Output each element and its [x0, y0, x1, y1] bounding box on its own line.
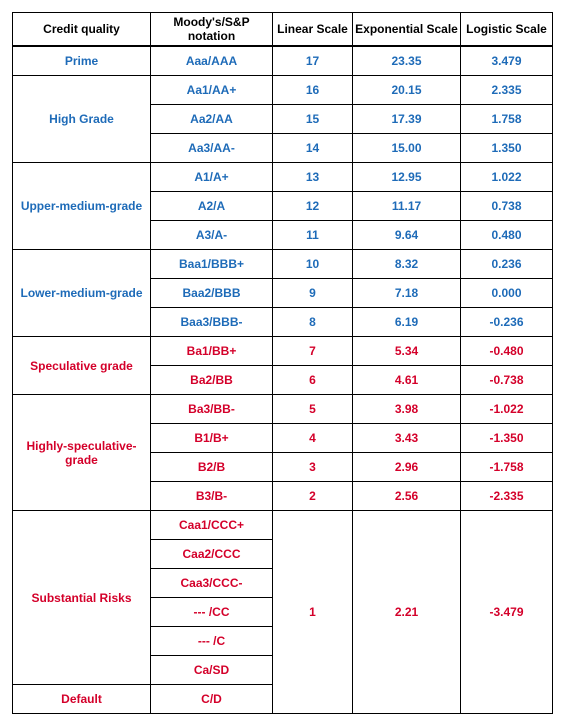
linear-cell: 15 — [273, 105, 353, 134]
exp-cell: 2.56 — [353, 482, 461, 511]
notation-cell: A2/A — [151, 192, 273, 221]
log-cell: -0.480 — [461, 337, 553, 366]
notation-cell: Aaa/AAA — [151, 46, 273, 76]
notation-cell: B2/B — [151, 453, 273, 482]
exp-cell: 12.95 — [353, 163, 461, 192]
log-cell: 1.350 — [461, 134, 553, 163]
linear-cell: 6 — [273, 366, 353, 395]
notation-cell: A1/A+ — [151, 163, 273, 192]
linear-cell: 12 — [273, 192, 353, 221]
notation-cell: C/D — [151, 685, 273, 714]
log-cell: 0.480 — [461, 221, 553, 250]
table-row: Lower-medium-gradeBaa1/BBB+108.320.236 — [13, 250, 553, 279]
linear-cell: 14 — [273, 134, 353, 163]
notation-cell: Caa1/CCC+ — [151, 511, 273, 540]
exp-cell: 9.64 — [353, 221, 461, 250]
notation-cell: A3/A- — [151, 221, 273, 250]
table-header-row: Credit quality Moody's/S&P notation Line… — [13, 13, 553, 47]
col-log-scale: Logistic Scale — [461, 13, 553, 47]
notation-cell: Ba3/BB- — [151, 395, 273, 424]
notation-cell: --- /CC — [151, 598, 273, 627]
linear-cell: 5 — [273, 395, 353, 424]
table-row: Substantial RisksCaa1/CCC+12.21-3.479 — [13, 511, 553, 540]
linear-cell: 3 — [273, 453, 353, 482]
log-cell: -2.335 — [461, 482, 553, 511]
credit-quality-cell: Prime — [13, 46, 151, 76]
linear-cell: 16 — [273, 76, 353, 105]
col-notation: Moody's/S&P notation — [151, 13, 273, 47]
exp-cell: 6.19 — [353, 308, 461, 337]
col-credit-quality: Credit quality — [13, 13, 151, 47]
notation-cell: Baa3/BBB- — [151, 308, 273, 337]
exp-cell: 4.61 — [353, 366, 461, 395]
log-cell: -1.758 — [461, 453, 553, 482]
linear-cell: 9 — [273, 279, 353, 308]
linear-cell: 8 — [273, 308, 353, 337]
notation-cell: Aa1/AA+ — [151, 76, 273, 105]
log-cell: 0.000 — [461, 279, 553, 308]
col-linear-scale: Linear Scale — [273, 13, 353, 47]
exp-cell: 15.00 — [353, 134, 461, 163]
log-cell: -0.738 — [461, 366, 553, 395]
credit-quality-cell: Speculative grade — [13, 337, 151, 395]
notation-cell: B3/B- — [151, 482, 273, 511]
log-cell: -3.479 — [461, 511, 553, 714]
exp-cell: 11.17 — [353, 192, 461, 221]
linear-cell: 17 — [273, 46, 353, 76]
linear-cell: 11 — [273, 221, 353, 250]
col-exp-scale: Exponential Scale — [353, 13, 461, 47]
linear-cell: 7 — [273, 337, 353, 366]
log-cell: 3.479 — [461, 46, 553, 76]
credit-quality-cell: Lower-medium-grade — [13, 250, 151, 337]
table-row: Speculative gradeBa1/BB+75.34-0.480 — [13, 337, 553, 366]
table-row: Highly-speculative-gradeBa3/BB-53.98-1.0… — [13, 395, 553, 424]
log-cell: -1.022 — [461, 395, 553, 424]
credit-quality-cell: Upper-medium-grade — [13, 163, 151, 250]
credit-quality-cell: Highly-speculative-grade — [13, 395, 151, 511]
table-row: High GradeAa1/AA+1620.152.335 — [13, 76, 553, 105]
log-cell: 2.335 — [461, 76, 553, 105]
exp-cell: 5.34 — [353, 337, 461, 366]
credit-quality-cell: Default — [13, 685, 151, 714]
log-cell: 0.236 — [461, 250, 553, 279]
table-row: Upper-medium-gradeA1/A+1312.951.022 — [13, 163, 553, 192]
linear-cell: 13 — [273, 163, 353, 192]
log-cell: -1.350 — [461, 424, 553, 453]
notation-cell: Baa1/BBB+ — [151, 250, 273, 279]
notation-cell: Caa2/CCC — [151, 540, 273, 569]
log-cell: 1.758 — [461, 105, 553, 134]
linear-cell: 2 — [273, 482, 353, 511]
notation-cell: Caa3/CCC- — [151, 569, 273, 598]
notation-cell: B1/B+ — [151, 424, 273, 453]
exp-cell: 23.35 — [353, 46, 461, 76]
linear-cell: 10 — [273, 250, 353, 279]
linear-cell: 4 — [273, 424, 353, 453]
notation-cell: Baa2/BBB — [151, 279, 273, 308]
exp-cell: 17.39 — [353, 105, 461, 134]
log-cell: 1.022 — [461, 163, 553, 192]
notation-cell: Aa2/AA — [151, 105, 273, 134]
exp-cell: 8.32 — [353, 250, 461, 279]
credit-rating-table: Credit quality Moody's/S&P notation Line… — [12, 12, 553, 714]
exp-cell: 20.15 — [353, 76, 461, 105]
exp-cell: 2.21 — [353, 511, 461, 714]
exp-cell: 3.98 — [353, 395, 461, 424]
exp-cell: 7.18 — [353, 279, 461, 308]
notation-cell: --- /C — [151, 627, 273, 656]
notation-cell: Ba2/BB — [151, 366, 273, 395]
notation-cell: Ba1/BB+ — [151, 337, 273, 366]
log-cell: -0.236 — [461, 308, 553, 337]
linear-cell: 1 — [273, 511, 353, 714]
credit-quality-cell: Substantial Risks — [13, 511, 151, 685]
notation-cell: Ca/SD — [151, 656, 273, 685]
table-row: PrimeAaa/AAA1723.353.479 — [13, 46, 553, 76]
notation-cell: Aa3/AA- — [151, 134, 273, 163]
log-cell: 0.738 — [461, 192, 553, 221]
exp-cell: 2.96 — [353, 453, 461, 482]
credit-quality-cell: High Grade — [13, 76, 151, 163]
exp-cell: 3.43 — [353, 424, 461, 453]
